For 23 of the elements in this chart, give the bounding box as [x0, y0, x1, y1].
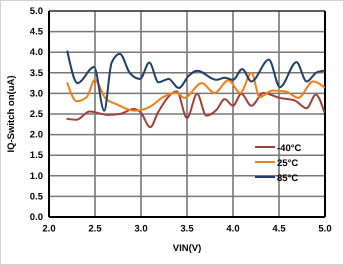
x-tick-label: 4.0 [226, 224, 240, 235]
x-axis-title: VIN(V) [172, 243, 202, 254]
x-tick-label: 3.5 [180, 224, 194, 235]
line-series [66, 50, 326, 112]
x-tick-label: 4.5 [272, 224, 286, 235]
y-tick-label: 0.5 [30, 191, 44, 202]
y-tick-label: 2.5 [30, 109, 44, 120]
y-tick-label: 3.0 [30, 88, 43, 100]
y-tick-label: 4.5 [30, 26, 44, 38]
y-tick-label: 4.0 [30, 47, 43, 58]
line-series [66, 72, 326, 112]
line-series [66, 90, 326, 128]
y-tick-label: 1.5 [30, 150, 44, 162]
x-tick-label: 3.0 [134, 224, 148, 235]
y-tick-label: 1.0 [30, 170, 43, 182]
x-tick-label: 2.5 [88, 224, 102, 235]
y-tick-label: 3.5 [30, 68, 44, 79]
y-tick-label: 5.0 [30, 6, 43, 18]
y-tick-label: 2.0 [30, 130, 43, 141]
x-tick-label: 2.0 [42, 224, 56, 235]
y-tick-label: 0.0 [30, 212, 43, 224]
x-tick-label: 5.0 [318, 224, 332, 235]
y-axis-title: IQ-Switch on(uA) [6, 75, 17, 153]
